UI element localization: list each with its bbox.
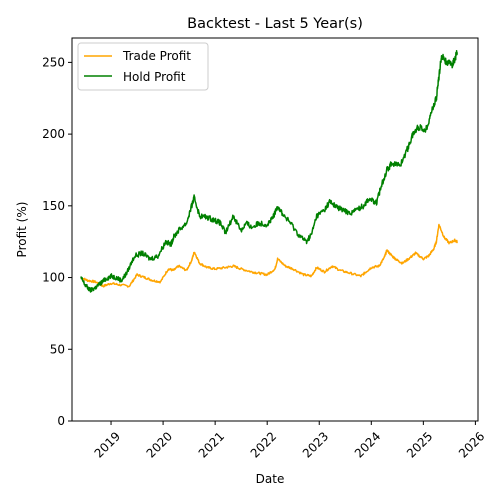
y-tick-label: 100: [42, 271, 65, 285]
y-tick-label: 0: [57, 414, 65, 428]
x-axis-label: Date: [256, 472, 285, 486]
y-axis-label: Profit (%): [15, 202, 29, 258]
plot-frame: [72, 38, 478, 421]
x-tick-label: 2019: [92, 429, 123, 460]
y-tick-label: 150: [42, 199, 65, 213]
x-tick-label: 2022: [248, 429, 279, 460]
x-tick-label: 2024: [352, 429, 383, 460]
chart-title: Backtest - Last 5 Year(s): [187, 16, 363, 32]
y-axis: 0 50 100 150 200 250: [42, 55, 72, 428]
x-tick-label: 2023: [300, 429, 331, 460]
legend: Trade Profit Hold Profit: [78, 43, 208, 90]
x-axis: 2019 2020 2021 2022 2023 2024 2025 2026: [92, 421, 488, 461]
y-tick-label: 250: [42, 55, 65, 69]
x-tick-label: 2025: [404, 429, 435, 460]
legend-label-trade: Trade Profit: [122, 49, 191, 63]
legend-label-hold: Hold Profit: [123, 70, 186, 84]
y-tick-label: 50: [50, 342, 65, 356]
x-tick-label: 2026: [456, 429, 487, 460]
x-tick-label: 2021: [196, 429, 227, 460]
x-tick-label: 2020: [144, 429, 175, 460]
y-tick-label: 200: [42, 127, 65, 141]
